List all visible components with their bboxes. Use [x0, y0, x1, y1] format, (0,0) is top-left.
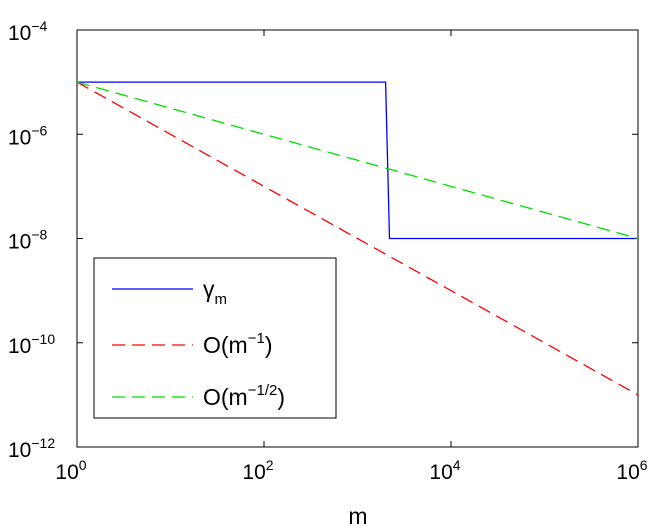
series-line-1 — [76, 81, 639, 396]
legend-box — [93, 257, 337, 419]
x-axis-label: m — [348, 503, 367, 529]
legend-label-2: O(m−1/2) — [203, 382, 285, 410]
series-layer — [76, 81, 639, 396]
y-tick-label: 10−10 — [8, 331, 55, 358]
axis-ticks: 100 102 104 106 10−4 10−6 10−8 10−10 10−12 — [8, 18, 648, 484]
y-tick-label: 10−8 — [8, 227, 48, 254]
legend-label-0: γm — [203, 276, 227, 308]
y-tick-label: 10−4 — [8, 18, 48, 45]
series-line-2 — [76, 81, 639, 240]
x-tick-label: 102 — [242, 457, 273, 484]
x-tick-label: 100 — [55, 457, 86, 484]
legend-label-1: O(m−1) — [203, 330, 273, 358]
y-tick-label: 10−12 — [8, 435, 55, 462]
y-tick-label: 10−6 — [8, 122, 48, 149]
x-tick-label: 104 — [429, 457, 460, 484]
legend: γm O(m−1) O(m−1/2) — [93, 257, 337, 419]
x-tick-label: 106 — [616, 457, 647, 484]
series-line-0 — [77, 81, 638, 240]
